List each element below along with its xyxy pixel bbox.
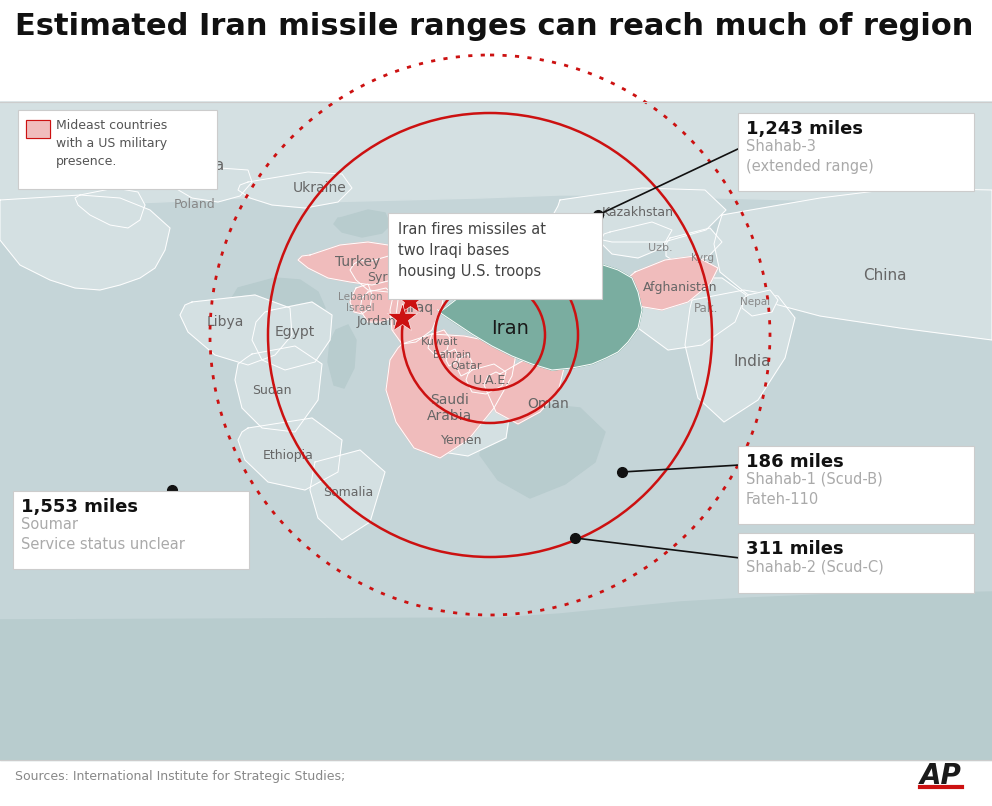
Text: Soumar
Service status unclear: Soumar Service status unclear [21, 517, 185, 552]
Text: Somalia: Somalia [322, 485, 373, 498]
Polygon shape [360, 288, 398, 322]
Text: Estimated Iran missile ranges can reach much of region: Estimated Iran missile ranges can reach … [15, 12, 973, 41]
Text: Jordan: Jordan [356, 315, 396, 329]
Text: 311 miles: 311 miles [746, 540, 843, 558]
Polygon shape [0, 195, 170, 290]
Text: Shahab-3
(extended range): Shahab-3 (extended range) [746, 139, 874, 174]
Text: Syria: Syria [367, 272, 399, 285]
Polygon shape [350, 255, 412, 292]
Polygon shape [328, 325, 356, 388]
Polygon shape [75, 188, 145, 228]
Polygon shape [626, 256, 718, 310]
Text: Sudan: Sudan [252, 384, 292, 397]
Polygon shape [238, 172, 352, 208]
Polygon shape [457, 354, 472, 376]
Polygon shape [386, 334, 516, 458]
Text: Sources: International Institute for Strategic Studies;: Sources: International Institute for Str… [15, 770, 345, 783]
Text: U.A.E.: U.A.E. [473, 373, 511, 387]
Text: Uzb.: Uzb. [648, 243, 673, 253]
Bar [0, 0, 992, 102]
Text: Ukraine: Ukraine [293, 181, 347, 195]
Polygon shape [742, 290, 778, 316]
Text: Israel: Israel [345, 303, 374, 313]
FancyBboxPatch shape [738, 533, 974, 593]
Polygon shape [685, 290, 795, 422]
Text: Kyrg: Kyrg [690, 253, 713, 263]
Polygon shape [170, 168, 252, 202]
Text: Shahab-2 (Scud-C): Shahab-2 (Scud-C) [746, 559, 884, 574]
Text: Turkey: Turkey [335, 255, 381, 269]
Polygon shape [232, 278, 325, 330]
Polygon shape [238, 418, 342, 490]
Bar [0, 620, 992, 760]
Polygon shape [0, 592, 992, 760]
Text: Ethiopia: Ethiopia [263, 448, 313, 462]
Text: Oman: Oman [527, 397, 568, 411]
Bar [26, 120, 50, 138]
Text: Pak.: Pak. [693, 301, 718, 314]
Polygon shape [350, 284, 372, 314]
Polygon shape [714, 188, 992, 340]
Text: Iraq: Iraq [407, 301, 434, 315]
Polygon shape [514, 230, 538, 272]
Polygon shape [428, 330, 450, 356]
Text: Russia: Russia [176, 157, 224, 172]
Polygon shape [438, 262, 642, 370]
Text: 186 miles: 186 miles [746, 453, 844, 471]
Text: Iran: Iran [491, 318, 529, 338]
Polygon shape [310, 450, 385, 540]
Text: India: India [733, 355, 771, 369]
Polygon shape [390, 270, 446, 344]
Polygon shape [235, 346, 322, 432]
Polygon shape [180, 295, 292, 365]
Polygon shape [438, 262, 642, 370]
Text: China: China [863, 268, 907, 282]
Text: Iran fires missiles at
two Iraqi bases
housing U.S. troops: Iran fires missiles at two Iraqi bases h… [398, 222, 546, 279]
FancyBboxPatch shape [738, 446, 974, 524]
Polygon shape [252, 302, 332, 370]
Text: Saudi
Arabia: Saudi Arabia [428, 393, 472, 423]
Polygon shape [415, 402, 510, 456]
Text: Lebanon: Lebanon [337, 292, 382, 302]
Polygon shape [666, 228, 722, 265]
Text: Mideast countries
with a US military
presence.: Mideast countries with a US military pre… [56, 119, 168, 168]
FancyBboxPatch shape [388, 213, 602, 299]
Polygon shape [446, 349, 458, 366]
Polygon shape [0, 102, 992, 210]
Polygon shape [480, 404, 605, 498]
Text: Kuwait: Kuwait [422, 337, 458, 347]
Bar [0, 760, 992, 806]
Text: Yemen: Yemen [441, 434, 483, 447]
Polygon shape [626, 278, 746, 350]
Text: AP: AP [920, 762, 962, 790]
Text: 1,553 miles: 1,553 miles [21, 498, 138, 516]
Text: Shahab-1 (Scud-B)
Fateh-110: Shahab-1 (Scud-B) Fateh-110 [746, 472, 883, 508]
FancyBboxPatch shape [18, 110, 217, 189]
Bar [26, 120, 50, 138]
Polygon shape [466, 364, 506, 394]
Text: Bahrain: Bahrain [433, 350, 471, 360]
Text: Egypt: Egypt [275, 325, 315, 339]
Polygon shape [298, 242, 410, 285]
Text: Afghanistan: Afghanistan [643, 281, 717, 294]
Polygon shape [436, 340, 488, 374]
Bar [0, 102, 992, 760]
Text: Qatar: Qatar [450, 361, 482, 371]
Text: Kazakhstan: Kazakhstan [602, 206, 674, 218]
Text: Poland: Poland [175, 198, 216, 211]
Polygon shape [600, 222, 672, 258]
Text: Libya: Libya [206, 315, 244, 329]
Polygon shape [334, 210, 390, 237]
FancyBboxPatch shape [738, 113, 974, 191]
Text: 1,243 miles: 1,243 miles [746, 120, 863, 138]
Text: Nepal: Nepal [740, 297, 770, 307]
Polygon shape [553, 188, 726, 242]
FancyBboxPatch shape [13, 491, 249, 569]
Polygon shape [484, 355, 564, 424]
